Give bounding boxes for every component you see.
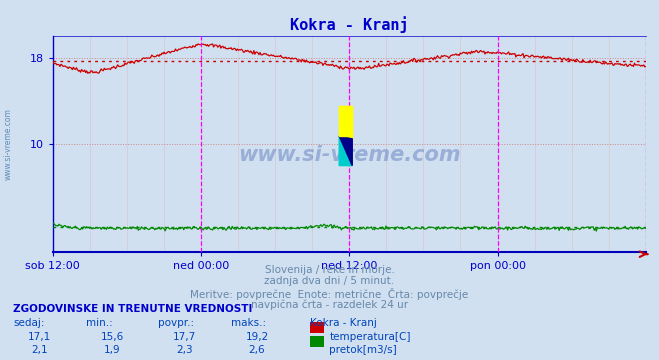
Polygon shape xyxy=(339,136,352,166)
Text: www.si-vreme.com: www.si-vreme.com xyxy=(4,108,13,180)
Text: 2,6: 2,6 xyxy=(248,345,266,355)
Text: 2,3: 2,3 xyxy=(176,345,193,355)
Text: Meritve: povprečne  Enote: metrične  Črta: povprečje: Meritve: povprečne Enote: metrične Črta:… xyxy=(190,288,469,300)
Text: 19,2: 19,2 xyxy=(245,332,269,342)
Bar xyxy=(339,106,352,136)
Text: maks.:: maks.: xyxy=(231,318,266,328)
Text: zadnja dva dni / 5 minut.: zadnja dva dni / 5 minut. xyxy=(264,276,395,286)
Bar xyxy=(339,106,352,139)
Text: povpr.:: povpr.: xyxy=(158,318,194,328)
Text: www.si-vreme.com: www.si-vreme.com xyxy=(238,145,461,165)
Text: 1,9: 1,9 xyxy=(103,345,121,355)
Text: 2,1: 2,1 xyxy=(31,345,48,355)
Text: Kokra - Kranj: Kokra - Kranj xyxy=(310,318,376,328)
Text: 15,6: 15,6 xyxy=(100,332,124,342)
Text: pretok[m3/s]: pretok[m3/s] xyxy=(330,345,397,355)
Title: Kokra - Kranj: Kokra - Kranj xyxy=(290,17,409,33)
Text: min.:: min.: xyxy=(86,318,113,328)
Text: navpična črta - razdelek 24 ur: navpična črta - razdelek 24 ur xyxy=(251,299,408,310)
Text: temperatura[C]: temperatura[C] xyxy=(330,332,411,342)
Text: 17,7: 17,7 xyxy=(173,332,196,342)
Polygon shape xyxy=(339,136,352,166)
Text: sedaj:: sedaj: xyxy=(13,318,45,328)
Text: 17,1: 17,1 xyxy=(28,332,51,342)
Text: ZGODOVINSKE IN TRENUTNE VREDNOSTI: ZGODOVINSKE IN TRENUTNE VREDNOSTI xyxy=(13,304,252,314)
Text: Slovenija / reke in morje.: Slovenija / reke in morje. xyxy=(264,265,395,275)
